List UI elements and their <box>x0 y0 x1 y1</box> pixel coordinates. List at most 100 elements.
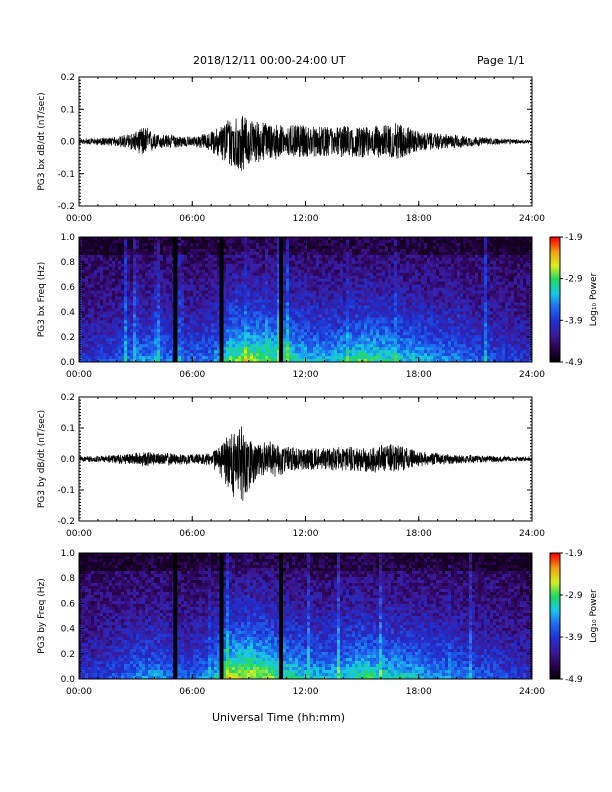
heatmap-cell <box>346 356 350 360</box>
heatmap-cell <box>127 302 131 306</box>
heatmap-cell <box>307 350 311 354</box>
heatmap-cell <box>346 308 350 312</box>
heatmap-cell <box>367 296 371 300</box>
heatmap-cell <box>313 338 317 342</box>
heatmap-cell <box>331 263 335 268</box>
heatmap-cell <box>190 326 194 330</box>
heatmap-cell <box>208 278 212 283</box>
heatmap-cell <box>205 242 209 247</box>
heatmap-cell <box>256 239 260 244</box>
heatmap-cell <box>136 314 140 318</box>
heatmap-cell <box>388 263 392 268</box>
heatmap-cell <box>334 263 338 268</box>
heatmap-cell <box>370 290 374 294</box>
heatmap-cell <box>277 326 281 330</box>
x-tick-label: 24:00 <box>519 214 545 224</box>
heatmap-cell <box>82 350 86 354</box>
heatmap-cell <box>277 245 281 250</box>
heatmap-cell <box>121 245 125 250</box>
heatmap-cell <box>88 308 92 312</box>
heatmap-cell <box>274 299 278 303</box>
heatmap-cell <box>241 296 245 300</box>
heatmap-cell <box>340 245 344 250</box>
heatmap-cell <box>301 287 305 291</box>
heatmap-cell <box>367 269 371 274</box>
heatmap-cell <box>421 284 425 288</box>
heatmap-cell <box>412 299 416 303</box>
heatmap-cell <box>301 290 305 294</box>
heatmap-cell <box>262 335 266 339</box>
heatmap-cell <box>85 290 89 294</box>
heatmap-cell <box>352 353 356 357</box>
heatmap-cell <box>208 290 212 294</box>
heatmap-cell <box>196 311 200 315</box>
heatmap-cell <box>256 350 260 354</box>
heatmap-cell <box>397 299 401 303</box>
heatmap-cell <box>406 302 410 306</box>
heatmap-cell <box>397 347 401 351</box>
heatmap-cell <box>367 284 371 288</box>
heatmap-cell <box>325 251 329 256</box>
heatmap-cell <box>376 281 380 286</box>
heatmap-cell <box>313 299 317 303</box>
heatmap-cell <box>403 308 407 312</box>
heatmap-cell <box>160 305 164 309</box>
heatmap-cell <box>286 269 290 274</box>
heatmap-cell <box>103 347 107 351</box>
heatmap-cell <box>82 326 86 330</box>
heatmap-cell <box>403 287 407 291</box>
heatmap-cell <box>109 317 113 321</box>
heatmap-cell <box>304 275 308 280</box>
heatmap-cell <box>208 260 212 265</box>
heatmap-cell <box>307 359 311 363</box>
heatmap-cell <box>376 326 380 330</box>
heatmap-cell <box>376 242 380 247</box>
heatmap-cell <box>256 248 260 253</box>
heatmap-cell <box>94 350 98 354</box>
heatmap-cell <box>88 341 92 345</box>
heatmap-cell <box>214 284 218 288</box>
heatmap-cell <box>238 275 242 280</box>
heatmap-cell <box>286 237 290 241</box>
heatmap-cell <box>265 254 269 259</box>
heatmap-cell <box>79 269 83 274</box>
heatmap-cell <box>274 237 278 241</box>
heatmap-cell <box>118 335 122 339</box>
heatmap-cell <box>112 257 116 262</box>
heatmap-cell <box>313 266 317 271</box>
heatmap-cell <box>160 278 164 283</box>
heatmap-cell <box>379 329 383 333</box>
heatmap-cell <box>88 260 92 265</box>
heatmap-cell <box>406 237 410 241</box>
heatmap-cell <box>412 341 416 345</box>
heatmap-cell <box>193 350 197 354</box>
heatmap-cell <box>319 251 323 256</box>
heatmap-cell <box>145 263 149 268</box>
heatmap-cell <box>139 323 143 327</box>
heatmap-cell <box>289 275 293 280</box>
heatmap-cell <box>118 317 122 321</box>
heatmap-cell <box>103 245 107 250</box>
heatmap-cell <box>202 278 206 283</box>
heatmap-cell <box>415 323 419 327</box>
heatmap-cell <box>223 251 227 256</box>
heatmap-cell <box>103 296 107 300</box>
heatmap-cell <box>415 260 419 265</box>
heatmap-cell <box>337 266 341 271</box>
heatmap-cell <box>100 353 104 357</box>
heatmap-cell <box>109 275 113 280</box>
heatmap-cell <box>334 248 338 253</box>
heatmap-cell <box>331 338 335 342</box>
heatmap-cell <box>250 344 254 348</box>
heatmap-cell <box>157 335 161 339</box>
heatmap-cell <box>391 296 395 300</box>
heatmap-cell <box>166 296 170 300</box>
heatmap-cell <box>223 344 227 348</box>
heatmap-cell <box>349 311 353 315</box>
heatmap-cell <box>310 323 314 327</box>
heatmap-cell <box>82 284 86 288</box>
heatmap-cell <box>214 237 218 241</box>
heatmap-cell <box>364 251 368 256</box>
heatmap-cell <box>307 260 311 265</box>
heatmap-cell <box>346 242 350 247</box>
